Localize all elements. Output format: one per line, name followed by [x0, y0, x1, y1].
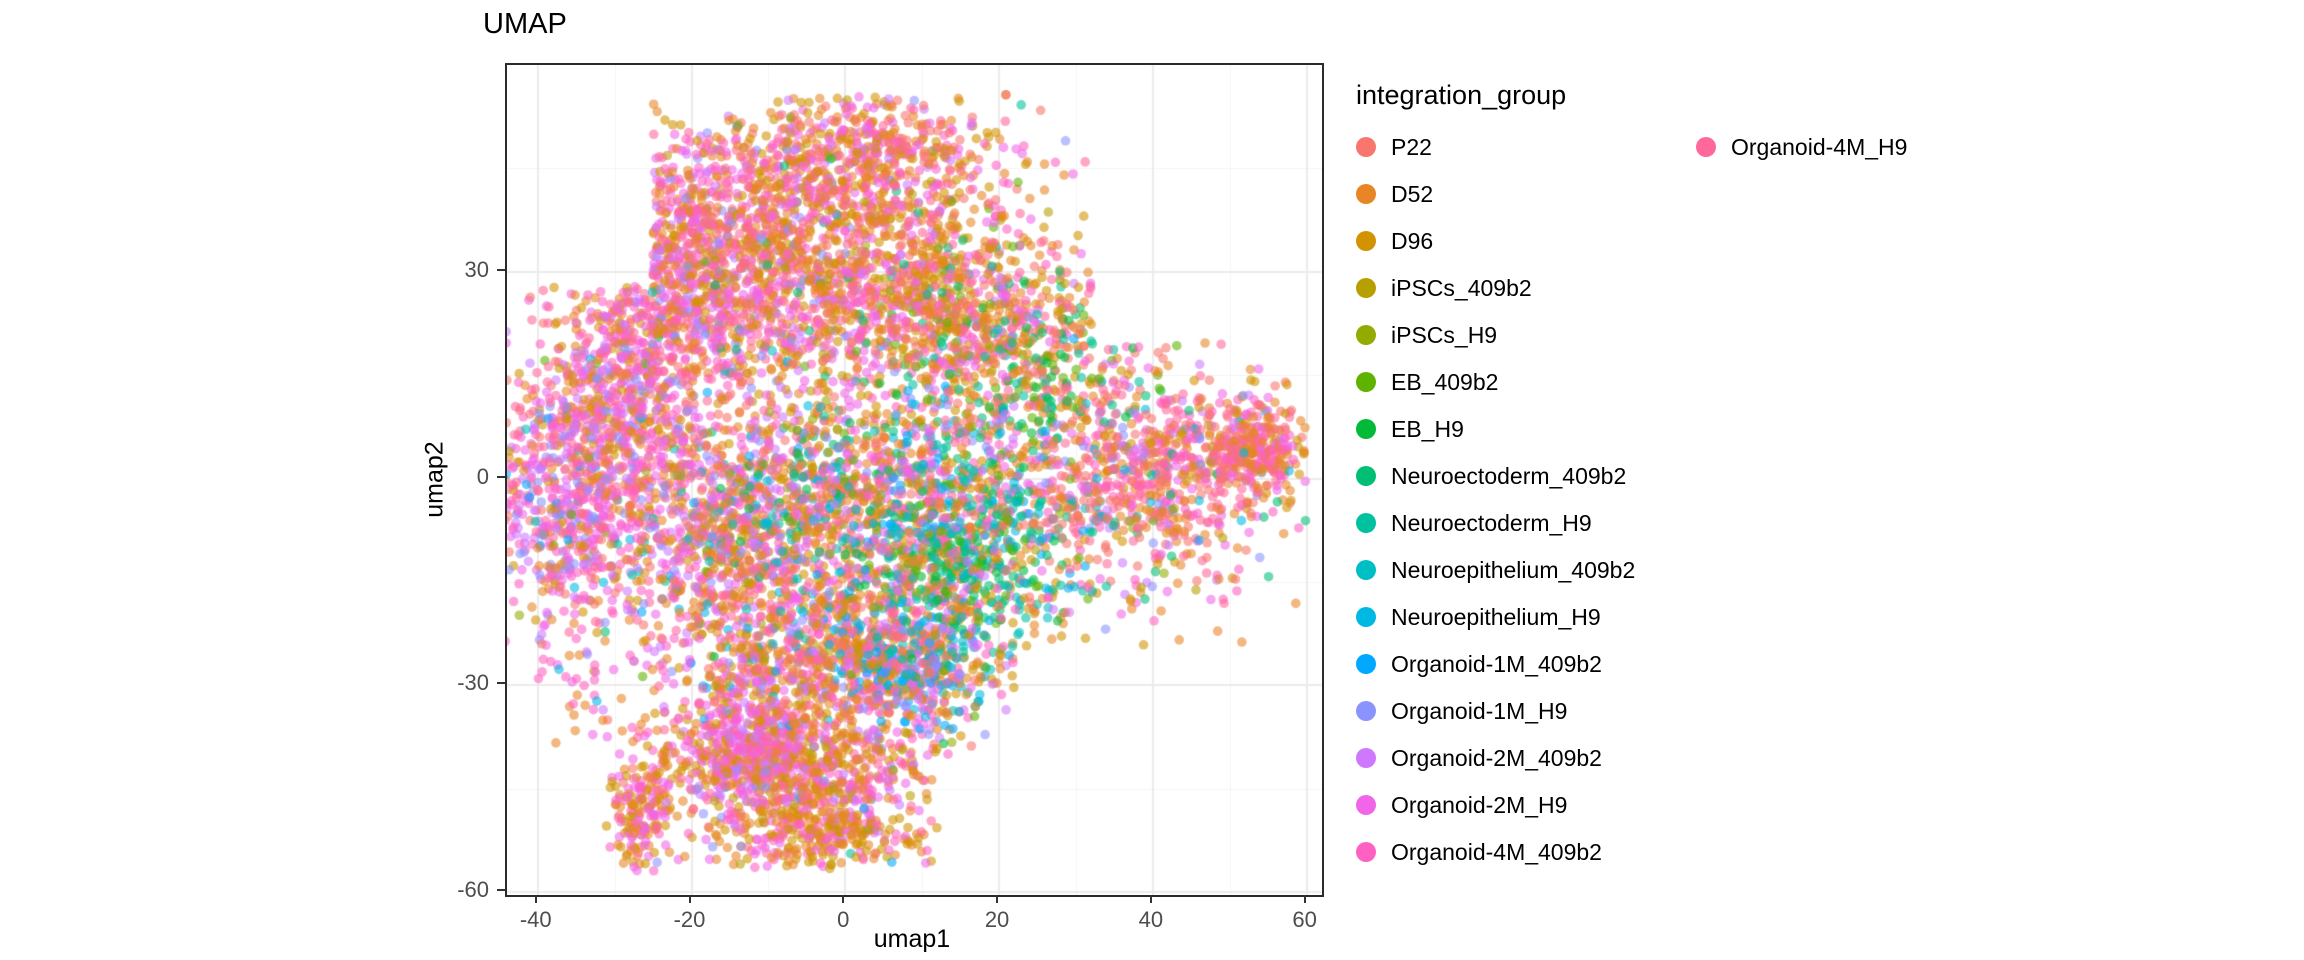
legend-item-label: Organoid-4M_H9: [1731, 133, 1908, 160]
x-tick-label: 0: [837, 907, 850, 932]
legend-item: Neuroectoderm_H9: [1356, 508, 1592, 538]
legend-item: P22: [1356, 132, 1432, 162]
x-tick-mark: [842, 895, 845, 903]
legend-item: EB_409b2: [1356, 367, 1498, 397]
x-tick-mark: [534, 895, 537, 903]
legend-item-label: Organoid-1M_409b2: [1391, 650, 1602, 677]
plot-panel: [505, 63, 1324, 897]
legend-item-label: Neuroectoderm_H9: [1391, 509, 1592, 536]
legend-item-label: Organoid-4M_409b2: [1391, 838, 1602, 865]
legend-item-label: Neuroectoderm_409b2: [1391, 462, 1627, 489]
legend-color-dot: [1356, 560, 1376, 580]
legend-color-dot: [1356, 607, 1376, 627]
y-tick-mark: [497, 268, 505, 271]
x-tick-label: 40: [1138, 907, 1164, 932]
legend-color-dot: [1356, 137, 1376, 157]
x-axis-title: umap1: [873, 925, 951, 953]
legend-color-dot: [1356, 748, 1376, 768]
legend-item-label: D96: [1391, 227, 1434, 254]
y-tick-mark: [497, 475, 505, 478]
legend-color-dot: [1356, 701, 1376, 721]
x-tick-mark: [688, 895, 691, 903]
legend-item-label: iPSCs_409b2: [1391, 274, 1532, 301]
legend-color-dot: [1356, 466, 1376, 486]
legend-color-dot: [1356, 419, 1376, 439]
y-tick-label: -30: [457, 670, 489, 696]
legend-item: Organoid-1M_H9: [1356, 696, 1567, 726]
x-tick-mark: [1149, 895, 1152, 903]
legend-title: integration_group: [1356, 80, 1567, 110]
legend-item-label: Neuroepithelium_H9: [1391, 603, 1601, 630]
x-tick-label: -40: [519, 907, 552, 932]
x-tick-mark: [996, 895, 999, 903]
umap-scatter-canvas: [507, 65, 1322, 895]
x-tick-label: -20: [673, 907, 706, 932]
legend-color-dot: [1356, 231, 1376, 251]
x-tick-label: 20: [984, 907, 1010, 932]
legend-item: D52: [1356, 179, 1433, 209]
legend-item-label: Organoid-2M_409b2: [1391, 744, 1602, 771]
legend-item: EB_H9: [1356, 414, 1464, 444]
legend-item-label: iPSCs_H9: [1391, 321, 1498, 348]
legend-item-label: D52: [1391, 180, 1434, 207]
x-tick-mark: [1303, 895, 1306, 903]
legend-item: Neuroepithelium_H9: [1356, 602, 1601, 632]
legend-item: Organoid-2M_H9: [1356, 790, 1567, 820]
legend-item-label: Organoid-1M_H9: [1391, 697, 1568, 724]
y-tick-mark: [497, 682, 505, 685]
legend-color-dot: [1356, 325, 1376, 345]
legend-item: Neuroepithelium_409b2: [1356, 555, 1635, 585]
legend-color-dot: [1356, 654, 1376, 674]
legend-color-dot: [1696, 137, 1716, 157]
legend-color-dot: [1356, 372, 1376, 392]
legend-color-dot: [1356, 184, 1376, 204]
legend-item: Organoid-4M_409b2: [1356, 837, 1602, 867]
legend-color-dot: [1356, 842, 1376, 862]
legend-item: Organoid-2M_409b2: [1356, 743, 1602, 773]
legend-item: Neuroectoderm_409b2: [1356, 461, 1626, 491]
legend-item: iPSCs_409b2: [1356, 273, 1532, 303]
legend: integration_group P22 D52 D96 iPSCs_409b2 iP…: [1356, 0, 2116, 960]
plot-title: UMAP: [483, 8, 567, 40]
legend-item-label: Organoid-2M_H9: [1391, 791, 1568, 818]
y-tick-label: 30: [464, 256, 489, 282]
legend-color-dot: [1356, 278, 1376, 298]
y-tick-mark: [497, 889, 505, 892]
legend-item-label: P22: [1391, 133, 1432, 160]
x-tick-label: 60: [1292, 907, 1317, 932]
y-axis-title: umap2: [420, 441, 449, 518]
y-tick-label: -60: [457, 877, 489, 903]
y-tick-label: 0: [476, 463, 489, 489]
legend-item-label: EB_H9: [1391, 415, 1464, 442]
legend-item: Organoid-1M_409b2: [1356, 649, 1602, 679]
legend-color-dot: [1356, 795, 1376, 815]
legend-item: Organoid-4M_H9: [1696, 132, 1907, 162]
legend-color-dot: [1356, 513, 1376, 533]
legend-item: iPSCs_H9: [1356, 320, 1497, 350]
legend-item-label: Neuroepithelium_409b2: [1391, 556, 1636, 583]
legend-item: D96: [1356, 226, 1433, 256]
legend-item-label: EB_409b2: [1391, 368, 1499, 395]
